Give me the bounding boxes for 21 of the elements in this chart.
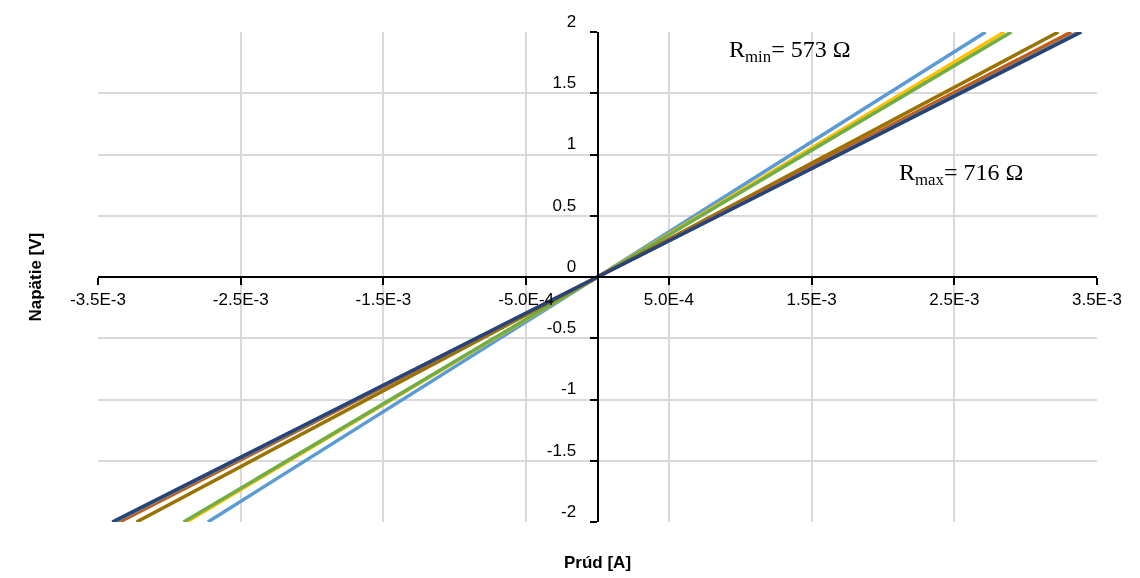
y-tick-label: -1: [560, 379, 577, 399]
x-tick-label: -3.5E-3: [70, 290, 126, 310]
y-tick-label: -0.5: [546, 318, 577, 338]
y-tick-label: 0.5: [552, 195, 577, 215]
y-tick-label: -2: [560, 501, 577, 521]
y-tick-label: -1.5: [546, 440, 577, 460]
x-tick-label: -5.0E-4: [498, 290, 555, 310]
y-tick-label: 2: [566, 11, 577, 31]
x-tick-label: 3.5E-3: [1071, 290, 1123, 310]
annotation: R$_{min}$= 573 Ω: [729, 36, 851, 67]
y-tick-label: 1: [566, 134, 577, 154]
y-tick-label: 0: [566, 256, 577, 276]
annotation: R$_{max}$= 716 Ω: [899, 159, 1024, 190]
y-tick-label: 1.5: [552, 73, 577, 93]
x-axis-title: Prúd [A]: [564, 553, 632, 572]
x-tick-label: 2.5E-3: [929, 290, 980, 310]
x-tick-label: 5.0E-4: [643, 290, 694, 310]
x-tick-label: -1.5E-3: [355, 290, 412, 310]
y-axis-title: Napätie [V]: [25, 232, 45, 322]
x-tick-label: 1.5E-3: [786, 290, 837, 310]
x-tick-label: -2.5E-3: [212, 290, 269, 310]
